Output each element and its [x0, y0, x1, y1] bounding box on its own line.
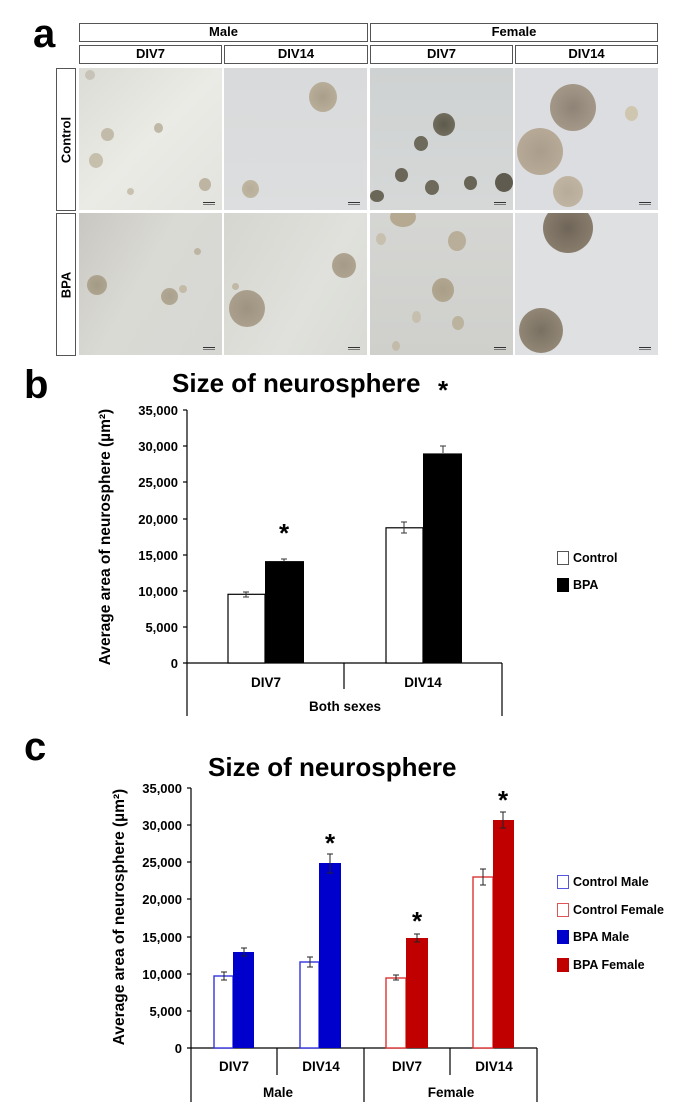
svg-text:35,000: 35,000	[142, 781, 182, 796]
sig-b-div7: *	[279, 518, 290, 548]
micrograph-control-male-div7	[79, 68, 222, 210]
legend-c-bpa-female-swatch	[557, 958, 569, 972]
bar-b-bpa-div14	[423, 453, 462, 663]
legend-b-bpa: BPA	[557, 578, 598, 592]
header-male-div14: DIV14	[224, 45, 368, 64]
svg-text:15,000: 15,000	[142, 930, 182, 945]
bar-c-control-female-div14	[472, 876, 494, 1049]
bar-b-control-div14	[385, 527, 424, 664]
legend-c-control-male-swatch	[557, 875, 569, 889]
panel-a-letter: a	[33, 12, 56, 56]
bar-c-control-male-div14	[299, 961, 320, 1049]
sig-c-female-div14: *	[498, 785, 509, 815]
legend-c-control-female-swatch	[557, 903, 569, 917]
bar-c-bpa-male-div14	[319, 863, 341, 1048]
svg-text:5,000: 5,000	[149, 1004, 182, 1019]
micrograph-bpa-male-div14	[224, 213, 367, 355]
svg-text:20,000: 20,000	[142, 892, 182, 907]
row-label-control: Control	[56, 68, 76, 211]
sig-b-div14: *	[438, 375, 449, 405]
bar-c-control-female-div7	[385, 977, 407, 1049]
svg-text:25,000: 25,000	[142, 855, 182, 870]
svg-text:DIV7: DIV7	[392, 1059, 422, 1074]
header-male-div7: DIV7	[79, 45, 222, 64]
svg-text:5,000: 5,000	[145, 620, 178, 635]
legend-b-control: Control	[557, 551, 617, 565]
svg-text:0: 0	[171, 656, 178, 671]
panel-c-letter: c	[24, 725, 47, 769]
svg-text:DIV14: DIV14	[302, 1059, 340, 1074]
panel-b-chart: Average area of neurosphere (µm²) 35,000…	[97, 375, 503, 716]
row-label-bpa: BPA	[56, 213, 76, 356]
legend-c-bpa-male: BPA Male	[557, 930, 629, 944]
micrograph-bpa-male-div7	[79, 213, 222, 355]
panel-c-title: Size of neurosphere	[208, 752, 457, 782]
bar-c-bpa-male-div7	[233, 952, 254, 1048]
bar-b-bpa-div7	[265, 561, 304, 663]
svg-text:25,000: 25,000	[138, 475, 178, 490]
micrograph-control-female-div7	[370, 68, 513, 210]
svg-text:30,000: 30,000	[138, 439, 178, 454]
sig-c-female-div7: *	[412, 906, 423, 936]
legend-c-control-male: Control Male	[557, 875, 649, 889]
bar-c-control-male-div7	[213, 975, 234, 1049]
svg-text:15,000: 15,000	[138, 548, 178, 563]
svg-text:10,000: 10,000	[142, 967, 182, 982]
svg-text:DIV14: DIV14	[404, 675, 442, 690]
legend-c-bpa-male-swatch	[557, 930, 569, 944]
bar-c-bpa-female-div7	[406, 938, 428, 1048]
sig-c-male-div14: *	[325, 828, 336, 858]
panel-b-title: Size of neurosphere	[172, 368, 421, 398]
svg-text:Female: Female	[428, 1085, 475, 1100]
legend-c-control-female: Control Female	[557, 903, 664, 917]
svg-text:Male: Male	[263, 1085, 294, 1100]
micrograph-control-female-div14	[515, 68, 658, 210]
svg-text:DIV7: DIV7	[219, 1059, 249, 1074]
svg-text:DIV14: DIV14	[475, 1059, 513, 1074]
svg-text:35,000: 35,000	[138, 403, 178, 418]
header-female-div14: DIV14	[515, 45, 658, 64]
header-male: Male	[79, 23, 368, 42]
panel-b-ylabel: Average area of neurosphere (µm²)	[97, 409, 114, 665]
legend-b-control-swatch	[557, 551, 569, 565]
svg-text:Both sexes: Both sexes	[309, 699, 381, 714]
bar-c-bpa-female-div14	[493, 820, 514, 1048]
legend-b-bpa-swatch	[557, 578, 569, 592]
micrograph-bpa-female-div14	[515, 213, 658, 355]
micrograph-bpa-female-div7	[370, 213, 513, 355]
micrograph-control-male-div14	[224, 68, 367, 210]
svg-text:DIV7: DIV7	[251, 675, 281, 690]
header-female: Female	[370, 23, 658, 42]
panel-c-ylabel: Average area of neurosphere (µm²)	[111, 789, 128, 1045]
svg-text:30,000: 30,000	[142, 818, 182, 833]
legend-c-bpa-female: BPA Female	[557, 958, 645, 972]
svg-text:0: 0	[175, 1041, 182, 1056]
header-female-div7: DIV7	[370, 45, 513, 64]
panel-b-letter: b	[24, 363, 49, 407]
svg-text:20,000: 20,000	[138, 512, 178, 527]
svg-text:10,000: 10,000	[138, 584, 178, 599]
